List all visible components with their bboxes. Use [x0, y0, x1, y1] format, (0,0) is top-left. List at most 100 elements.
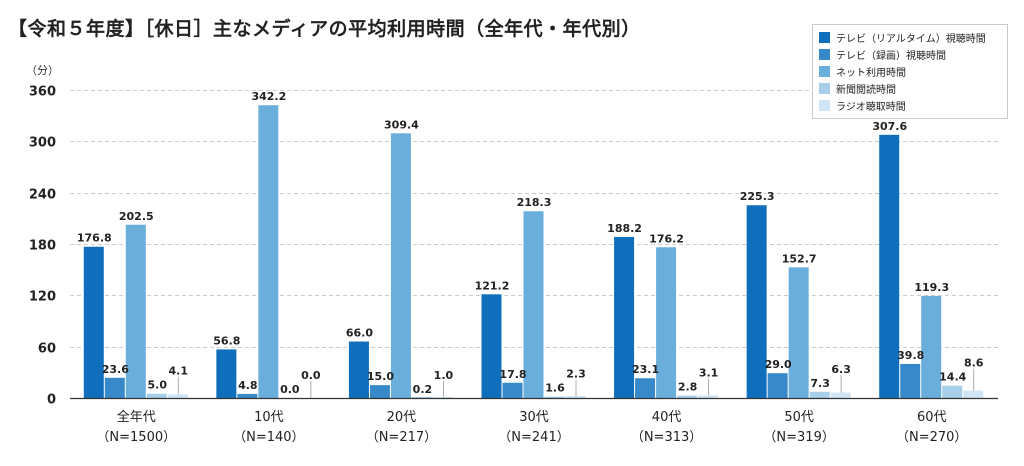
data-label: 17.8: [499, 368, 526, 381]
bar: [963, 390, 984, 398]
legend-item: ネット利用時間: [819, 63, 1001, 80]
bar: [544, 396, 565, 398]
bar: [656, 247, 677, 398]
bar: [677, 395, 698, 398]
x-tick-label: 60代: [917, 410, 947, 425]
y-tick-label: 0: [47, 393, 56, 408]
data-label: 342.2: [251, 90, 286, 103]
x-tick-label: 全年代: [117, 409, 156, 425]
bar: [502, 382, 523, 398]
data-label: 56.8: [213, 334, 240, 347]
x-axis-ticks: 全年代 （N=1500） 10代 （N=140） 20代 （N=217） 30代 （N=241…: [96, 409, 967, 445]
data-labels: 176.8 23.6 202.5 5.04.1 56.8 4.8 342.2 0.00.0 66…: [77, 90, 984, 396]
data-label: 23.1: [632, 363, 659, 376]
legend-label: 新聞閲読時間: [836, 85, 896, 96]
y-axis-ticks: 0 60 120 180 240 300 360: [29, 85, 56, 408]
y-tick-label: 240: [29, 188, 56, 203]
data-label: 15.0: [367, 370, 394, 383]
data-label: 176.8: [77, 232, 112, 245]
y-tick-label: 180: [29, 239, 56, 254]
bar: [258, 105, 279, 399]
legend-swatch: [819, 100, 830, 111]
x-tick-sample-size: （N=313）: [631, 430, 702, 445]
legend-swatch: [819, 83, 830, 94]
bar: [942, 385, 963, 398]
x-tick-label: 10代: [254, 410, 284, 425]
bar: [146, 393, 167, 398]
data-label: 1.0: [434, 369, 454, 382]
legend-swatch: [819, 49, 830, 60]
legend: テレビ（リアルタイム）視聴時間 テレビ（録画）視聴時間 ネット利用時間 新聞閲読時間ラ…: [812, 24, 1008, 119]
bar: [767, 373, 788, 398]
bar: [83, 246, 104, 398]
data-label: 29.0: [765, 358, 792, 371]
data-label: 1.6: [545, 382, 565, 395]
bar: [879, 134, 900, 398]
x-tick-sample-size: （N=140）: [233, 430, 304, 445]
bar: [216, 349, 237, 398]
data-label: 8.6: [964, 357, 984, 370]
bar: [565, 396, 586, 398]
x-tick-label: 50代: [784, 410, 814, 425]
data-label: 152.7: [782, 252, 817, 265]
data-label: 0.0: [301, 369, 321, 382]
x-tick-label: 20代: [387, 410, 417, 425]
bar: [167, 394, 188, 398]
x-tick-sample-size: （N=270）: [896, 430, 967, 445]
bar: [104, 377, 125, 398]
data-label: 5.0: [148, 379, 168, 392]
bar: [746, 205, 767, 398]
bar: [432, 397, 453, 398]
data-label: 309.4: [384, 118, 419, 131]
y-tick-label: 60: [38, 342, 56, 357]
data-label: 225.3: [740, 190, 775, 203]
x-tick-label: 30代: [519, 410, 549, 425]
data-label: 307.6: [872, 120, 907, 133]
x-tick-sample-size: （N=319）: [763, 430, 834, 445]
data-label: 66.0: [346, 327, 373, 340]
bar: [390, 133, 411, 398]
y-tick-label: 360: [29, 85, 56, 100]
data-label: 176.2: [649, 232, 684, 245]
bar: [921, 295, 942, 398]
data-label: 0.2: [413, 383, 433, 396]
bar: [481, 294, 502, 398]
data-label: 3.1: [699, 367, 719, 380]
legend-swatch: [819, 66, 830, 77]
bar: [698, 395, 719, 398]
bar: [788, 267, 809, 398]
bar: [411, 397, 432, 398]
bar: [614, 236, 635, 398]
bar: [635, 378, 656, 398]
legend-item: テレビ（録画）視聴時間: [819, 46, 1001, 63]
bar: [830, 392, 851, 398]
bars: [83, 105, 984, 399]
legend-label: ネット利用時間: [836, 68, 906, 79]
legend-item: テレビ（リアルタイム）視聴時間: [819, 29, 1001, 46]
bar: [237, 393, 258, 398]
legend-label: テレビ（録画）視聴時間: [836, 51, 946, 62]
x-tick-sample-size: （N=241）: [498, 430, 569, 445]
x-tick-sample-size: （N=217）: [366, 430, 437, 445]
data-label: 2.8: [678, 381, 698, 394]
bar: [348, 341, 369, 398]
data-label: 7.3: [810, 377, 830, 390]
data-label: 4.1: [169, 365, 189, 378]
data-label: 14.4: [939, 371, 966, 384]
data-label: 23.6: [102, 363, 129, 376]
y-axis-unit-label: （分）: [26, 64, 59, 77]
legend-swatch: [819, 32, 830, 43]
bar: [523, 211, 544, 398]
data-label: 2.3: [566, 368, 586, 381]
data-label: 119.3: [914, 281, 949, 294]
bar: [125, 224, 146, 398]
x-tick-label: 40代: [652, 410, 682, 425]
data-label: 121.2: [475, 279, 510, 292]
bar: [369, 385, 390, 398]
legend-item: ラジオ聴取時間: [819, 97, 1001, 114]
legend-label: テレビ（リアルタイム）視聴時間: [836, 34, 986, 45]
data-label: 218.3: [517, 196, 552, 209]
data-label: 188.2: [607, 222, 642, 235]
y-tick-label: 120: [29, 290, 56, 305]
